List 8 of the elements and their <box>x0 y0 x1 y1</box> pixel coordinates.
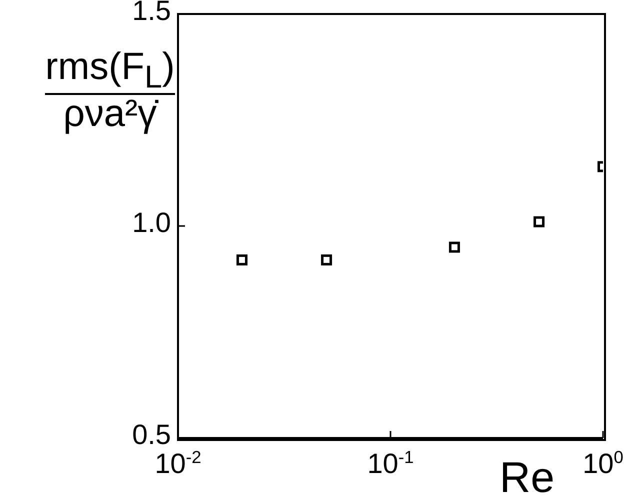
x-tick-label: 10$^{-1}$ <box>367 447 414 479</box>
y-axis-title: rms(F$_{L}$) ρνa²γ̇ <box>45 46 175 135</box>
x-tick-label: 10$^{0}$ <box>582 447 624 479</box>
y-tick-label: 1.0 <box>132 206 171 238</box>
x-tick-label: 10$^{-2}$ <box>154 447 202 479</box>
x-axis-title: Re <box>498 454 556 499</box>
y-tick-label: 1.5 <box>132 0 171 26</box>
y-tick-label: 0.5 <box>132 418 171 450</box>
